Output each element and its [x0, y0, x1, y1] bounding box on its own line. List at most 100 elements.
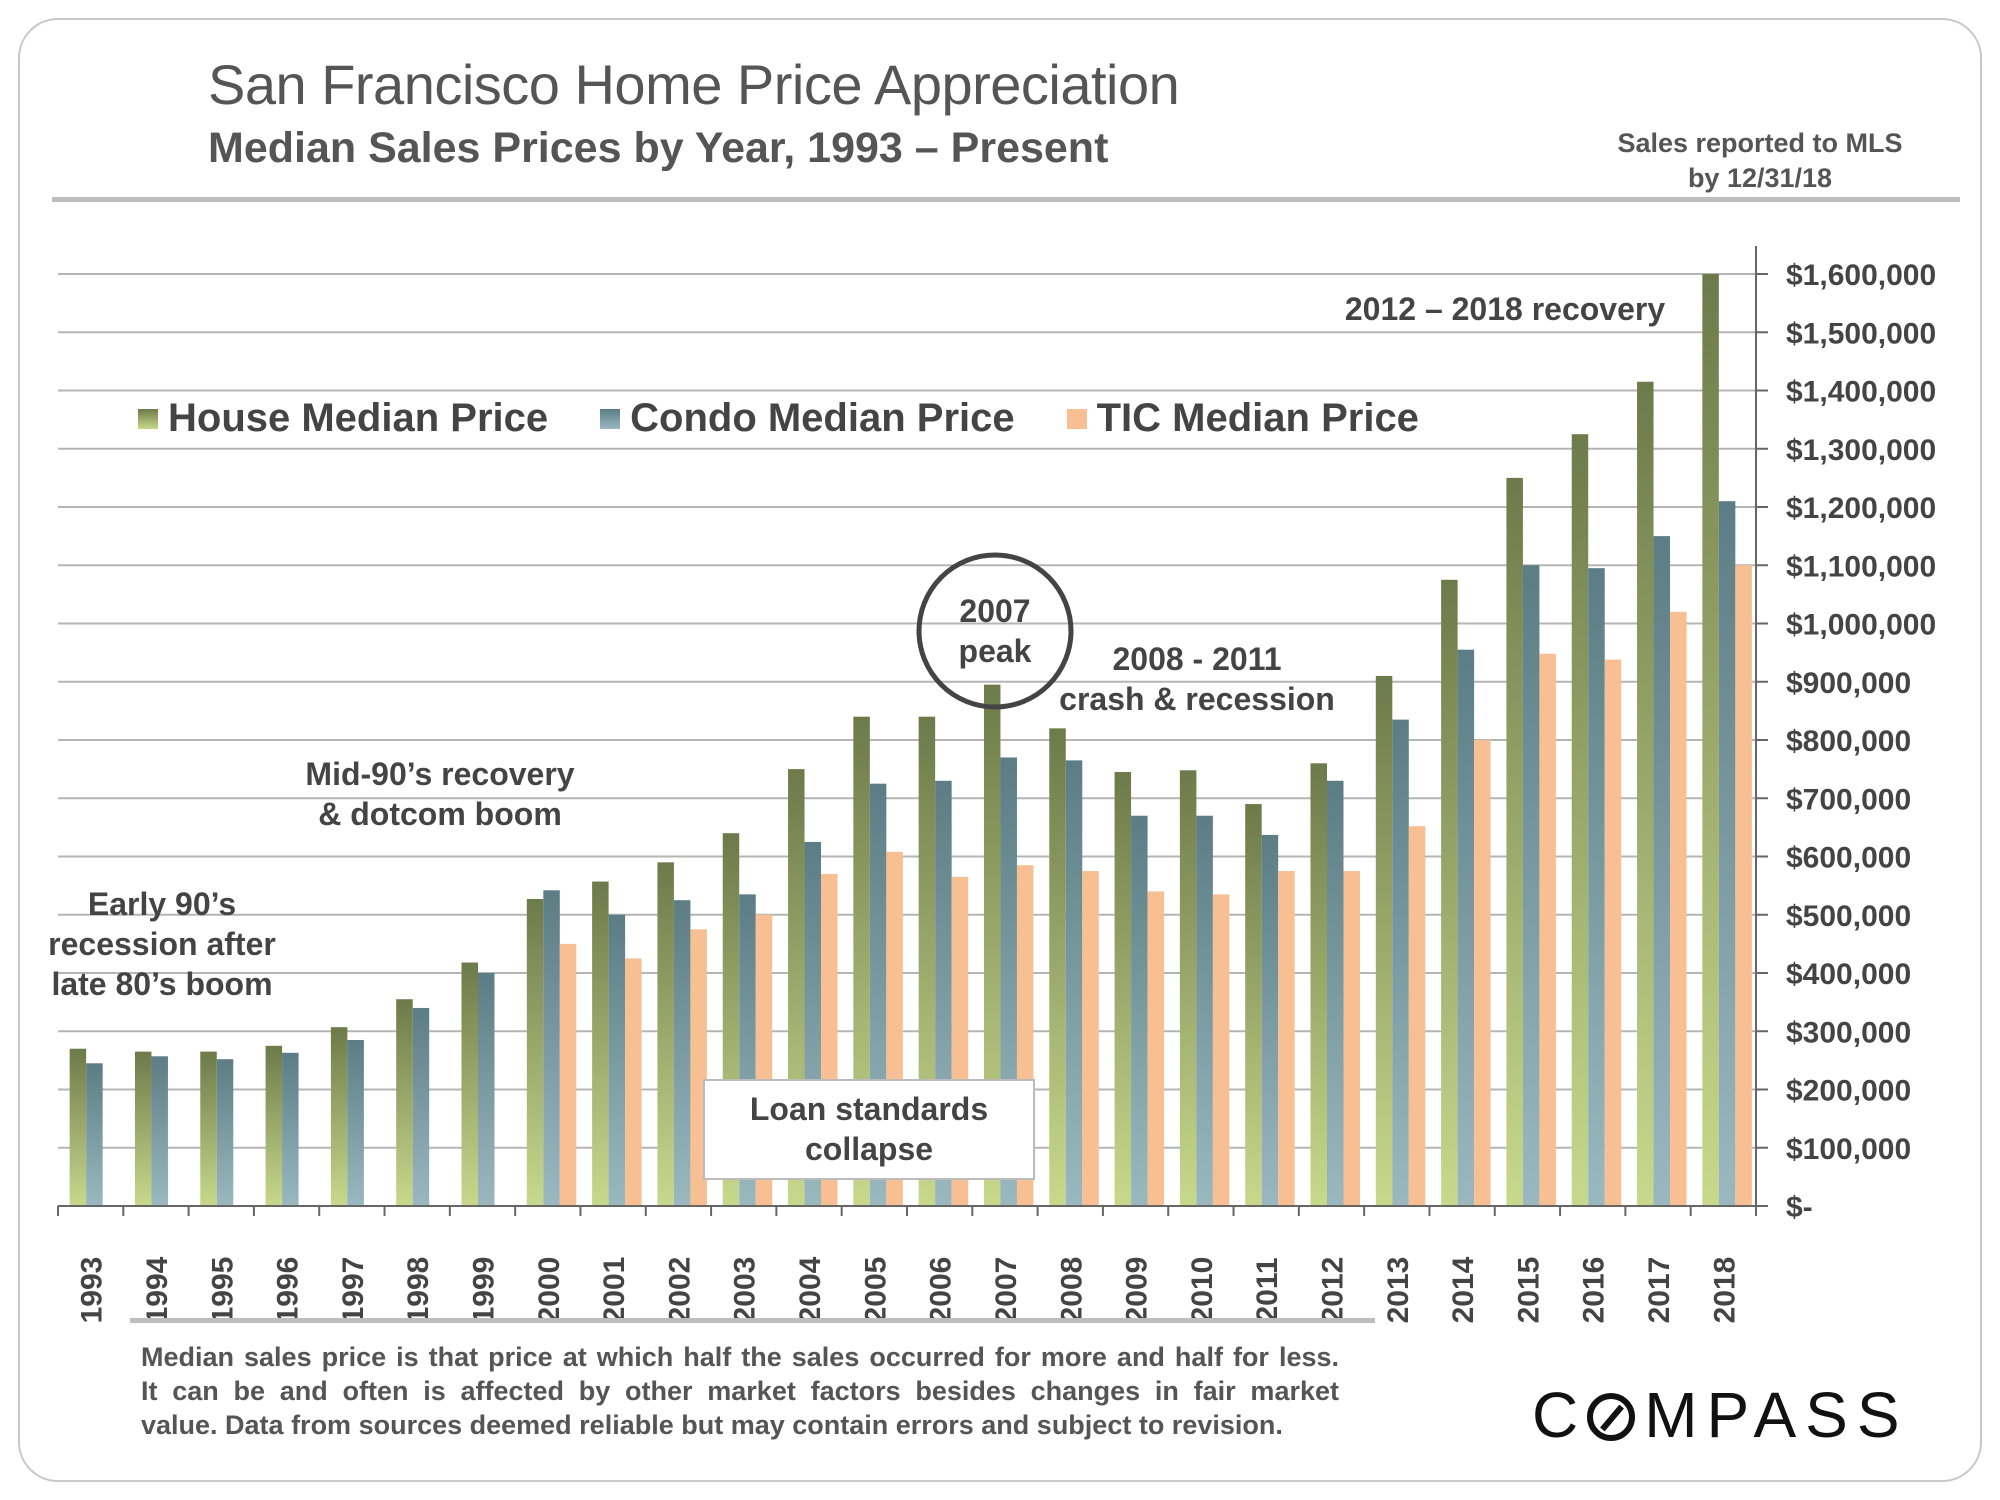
bar-tic-2008 — [1082, 871, 1099, 1206]
mls-note: Sales reported to MLS by 12/31/18 — [1560, 126, 1960, 196]
legend-label-house: House Median Price — [168, 396, 549, 440]
bar-tic-2010 — [1212, 894, 1230, 1206]
footer-divider — [130, 1318, 1375, 1323]
annotation-peak-line-1: 2007 — [959, 593, 1030, 629]
bar-tic-2014 — [1474, 740, 1491, 1206]
x-tick-label: 2016 — [1578, 1257, 1611, 1324]
compass-logo-mark — [1587, 1393, 1636, 1441]
bar-house-2000 — [526, 899, 544, 1206]
y-tick-label: $1,400,000 — [1786, 376, 1936, 409]
x-tick-label: 2014 — [1447, 1256, 1480, 1323]
chart-legend: House Median Price Condo Median Price TI… — [138, 396, 1419, 441]
footnote: Median sales price is that price at whic… — [141, 1340, 1339, 1442]
peak-circle — [916, 552, 1074, 710]
bar-condo-2013 — [1392, 719, 1409, 1206]
bar-condo-1995 — [216, 1059, 234, 1206]
y-tick-label: $- — [1786, 1191, 1813, 1224]
bar-house-2007 — [983, 684, 1001, 1206]
legend-label-condo: Condo Median Price — [630, 396, 1015, 440]
y-tick-label: $1,000,000 — [1786, 609, 1936, 642]
x-tick-label: 2017 — [1643, 1257, 1676, 1324]
annotation-recovery: 2012 – 2018 recovery — [1345, 291, 1665, 327]
bar-tic-2009 — [1147, 891, 1165, 1206]
annotation-mid-90s: Mid-90’s recovery & dotcom boom — [305, 756, 574, 832]
bar-house-2009 — [1114, 772, 1132, 1206]
x-tick-label: 1996 — [272, 1257, 305, 1324]
mls-note-line-1: Sales reported to MLS — [1617, 128, 1903, 158]
chart-subtitle: Median Sales Prices by Year, 1993 – Pres… — [208, 124, 1109, 172]
y-tick-label: $700,000 — [1786, 783, 1911, 816]
x-tick-label: 1993 — [76, 1257, 109, 1324]
annotation-crash-line-2: crash & recession — [1059, 681, 1335, 717]
y-tick-label: $500,000 — [1786, 900, 1911, 933]
x-tick-label: 2004 — [794, 1256, 827, 1323]
bar-tic-2001 — [625, 958, 642, 1206]
x-tick-label: 2013 — [1382, 1257, 1415, 1324]
bar-condo-1997 — [347, 1039, 364, 1206]
bar-tic-2013 — [1408, 826, 1426, 1206]
x-tick-label: 2007 — [990, 1257, 1023, 1324]
bar-house-2015 — [1506, 477, 1523, 1206]
bar-condo-1999 — [478, 973, 495, 1206]
bar-condo-2016 — [1588, 568, 1605, 1206]
annotation-mid-90s-line-2: & dotcom boom — [318, 796, 562, 832]
bar-condo-1993 — [86, 1063, 103, 1206]
axes — [57, 246, 1757, 1216]
bar-condo-2012 — [1327, 780, 1344, 1206]
bar-house-2001 — [592, 881, 609, 1206]
bar-tic-2012 — [1343, 871, 1360, 1206]
bar-house-1997 — [330, 1027, 348, 1206]
y-tick-label: $900,000 — [1786, 667, 1911, 700]
bar-condo-1994 — [151, 1056, 168, 1206]
x-tick-label: 2000 — [533, 1257, 566, 1324]
bar-house-2016 — [1571, 434, 1589, 1206]
annotation-early-90s-line-1: Early 90’s — [88, 886, 236, 922]
annotation-crash: 2008 - 2011 crash & recession — [1059, 641, 1335, 717]
x-tick-label: 2009 — [1121, 1257, 1154, 1324]
x-tick-label: 2005 — [859, 1257, 892, 1324]
x-tick-label: 1994 — [141, 1256, 174, 1323]
bar-condo-2001 — [608, 914, 626, 1206]
bar-condo-2000 — [543, 890, 560, 1206]
x-tick-label: 2015 — [1512, 1257, 1545, 1324]
bar-condo-2009 — [1131, 815, 1148, 1206]
y-tick-label: $100,000 — [1786, 1133, 1911, 1166]
bar-house-1993 — [69, 1048, 87, 1206]
bar-condo-2011 — [1261, 834, 1279, 1206]
bar-house-1998 — [396, 999, 413, 1206]
bar-tic-2018 — [1735, 565, 1752, 1206]
bar-tic-2000 — [559, 943, 577, 1206]
x-tick-label: 1995 — [206, 1257, 239, 1324]
annotation-2007-peak: 2007 peak — [916, 552, 1074, 710]
y-tick-label: $400,000 — [1786, 958, 1911, 991]
annotation-mid-90s-line-1: Mid-90’s recovery — [305, 756, 574, 792]
annotation-loan-line-2: collapse — [805, 1131, 933, 1167]
annotation-loan-line-1: Loan standards — [750, 1091, 988, 1127]
bar-house-2013 — [1375, 675, 1393, 1206]
bar-tic-2011 — [1278, 871, 1295, 1206]
x-tick-label: 1999 — [468, 1257, 501, 1324]
bar-house-1994 — [134, 1051, 152, 1206]
y-tick-label: $1,100,000 — [1786, 550, 1936, 583]
bars — [69, 274, 1752, 1206]
y-tick-labels: $- $100,000 $200,000 $300,000 $400,000 $500,0… — [1786, 259, 1936, 1224]
annotation-early-90s-line-2: recession after — [48, 926, 276, 962]
x-tick-label: 1998 — [402, 1257, 435, 1324]
legend-swatch-tic — [1066, 408, 1087, 429]
bar-condo-2018 — [1718, 501, 1736, 1206]
loan-standards-box — [703, 1079, 1035, 1180]
bar-house-1996 — [265, 1045, 283, 1206]
bar-house-2018 — [1702, 274, 1719, 1206]
bar-condo-2002 — [673, 900, 691, 1206]
footnote-line-1: Median sales price is that price at whic… — [141, 1342, 1339, 1372]
annotation-early-90s: Early 90’s recession after late 80’s boo… — [48, 886, 276, 1002]
bar-condo-2017 — [1653, 536, 1671, 1206]
x-tick-label: 2011 — [1251, 1257, 1284, 1322]
y-tick-label: $1,600,000 — [1786, 259, 1936, 292]
bar-tic-2015 — [1539, 653, 1556, 1206]
x-tick-label: 1997 — [337, 1257, 370, 1324]
annotation-loan-standards: Loan standards collapse — [703, 1079, 1035, 1180]
annotation-crash-line-1: 2008 - 2011 — [1112, 641, 1281, 677]
x-tick-label: 2002 — [663, 1257, 696, 1324]
